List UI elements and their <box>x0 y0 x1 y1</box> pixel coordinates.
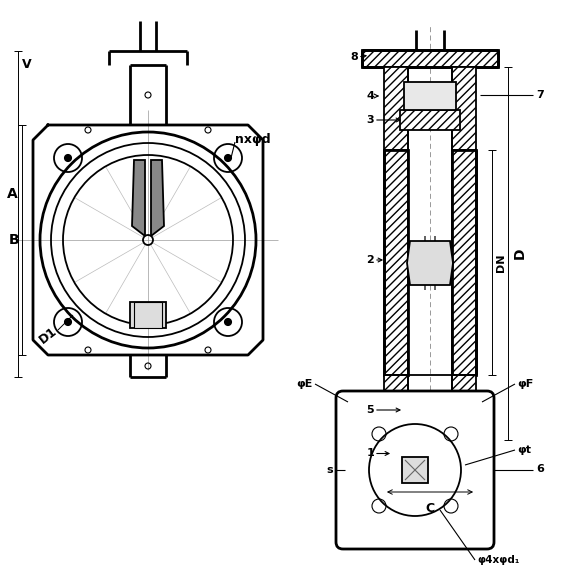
Bar <box>376 459 408 480</box>
Bar <box>384 150 408 375</box>
Circle shape <box>225 154 231 161</box>
Text: 4: 4 <box>366 91 374 101</box>
Text: D1: D1 <box>36 324 59 346</box>
Bar <box>400 400 460 420</box>
Text: φ4xφd₁: φ4xφd₁ <box>477 555 519 565</box>
Text: B: B <box>9 233 19 247</box>
Text: 7: 7 <box>536 90 544 100</box>
Text: 6: 6 <box>536 465 544 474</box>
Bar <box>362 50 498 67</box>
Text: φt: φt <box>517 445 531 455</box>
Text: s: s <box>327 465 333 475</box>
Text: 2: 2 <box>367 255 374 265</box>
Text: DN: DN <box>496 253 506 272</box>
Polygon shape <box>132 160 145 236</box>
Bar <box>376 459 484 480</box>
Bar <box>452 459 484 480</box>
Text: 8: 8 <box>350 52 358 62</box>
Circle shape <box>64 154 71 161</box>
Bar <box>404 82 456 110</box>
Text: φE: φE <box>296 379 313 389</box>
Text: D: D <box>513 248 527 259</box>
Bar <box>389 440 471 467</box>
Bar <box>384 67 408 150</box>
Text: 3: 3 <box>367 115 374 125</box>
Bar <box>452 375 476 440</box>
Text: φF: φF <box>517 379 534 389</box>
Text: V: V <box>22 59 31 71</box>
Polygon shape <box>151 160 164 236</box>
Bar <box>134 302 162 328</box>
Bar <box>402 457 428 483</box>
FancyBboxPatch shape <box>336 391 494 549</box>
Bar <box>130 302 166 328</box>
Bar <box>400 110 460 130</box>
Text: A: A <box>7 187 17 201</box>
Bar <box>452 67 476 150</box>
Circle shape <box>64 319 71 325</box>
Text: 5: 5 <box>367 405 374 415</box>
Polygon shape <box>407 241 453 285</box>
Bar <box>384 375 408 440</box>
Circle shape <box>225 319 231 325</box>
Text: 1: 1 <box>367 449 374 458</box>
Text: nxφd: nxφd <box>235 133 271 146</box>
Text: C: C <box>425 502 434 515</box>
Bar <box>452 150 476 375</box>
